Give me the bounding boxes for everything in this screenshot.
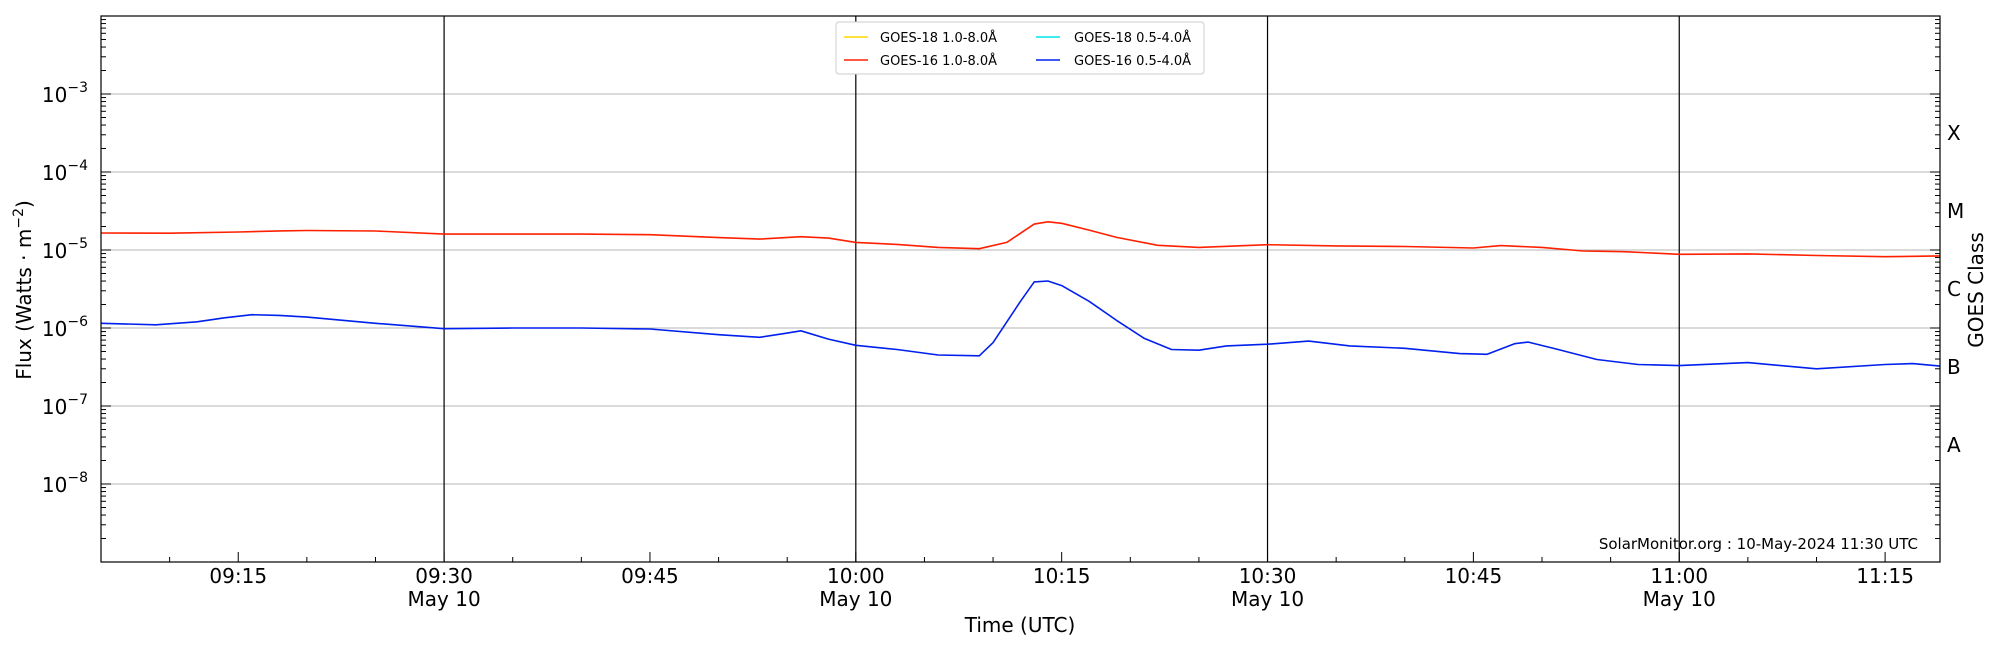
x-tick-date-label: May 10 bbox=[1231, 587, 1304, 611]
goes-class-label: A bbox=[1947, 433, 1961, 457]
series-line bbox=[100, 280, 1941, 370]
legend-label-goes16-short: GOES-16 0.5-4.0Å bbox=[1074, 53, 1191, 69]
y-axis-title-exponent: −2 bbox=[11, 208, 27, 229]
legend-frame bbox=[835, 21, 1205, 75]
y-tick-label-base: 10 bbox=[42, 473, 67, 497]
y-tick-label-exponent: −6 bbox=[67, 314, 88, 330]
right-axis-title: GOES Class bbox=[1964, 232, 1988, 348]
plot-frame bbox=[100, 15, 1941, 563]
goes-class-label: X bbox=[1947, 121, 1961, 145]
goes-class-label: B bbox=[1947, 355, 1961, 379]
goes-class-label: M bbox=[1947, 199, 1964, 223]
legend-label-goes18-short: GOES-18 0.5-4.0Å bbox=[1074, 30, 1191, 46]
x-tick-label: 10:30 bbox=[1239, 564, 1297, 588]
y-tick-label: 10−7 bbox=[42, 392, 88, 419]
x-tick-date-label: May 10 bbox=[408, 587, 481, 611]
x-axis-title: Time (UTC) bbox=[964, 613, 1076, 637]
x-tick-label: 10:45 bbox=[1445, 564, 1503, 588]
y-tick-label-exponent: −4 bbox=[67, 158, 88, 174]
y-tick-label: 10−8 bbox=[42, 470, 88, 497]
x-tick-label: 11:15 bbox=[1856, 564, 1914, 588]
x-tick-date-label: May 10 bbox=[1643, 587, 1716, 611]
y-tick-label-exponent: −3 bbox=[67, 80, 88, 96]
x-tick-label: 11:00 bbox=[1650, 564, 1708, 588]
y-tick-label-base: 10 bbox=[42, 161, 67, 185]
x-tick-label: 09:45 bbox=[621, 564, 679, 588]
y-tick-label: 10−3 bbox=[42, 80, 88, 107]
legend-label-goes18-long: GOES-18 1.0-8.0Å bbox=[880, 30, 997, 46]
y-axis-title-close: ) bbox=[12, 200, 36, 208]
x-tick-label: 09:15 bbox=[209, 564, 267, 588]
y-tick-label-base: 10 bbox=[42, 395, 67, 419]
y-tick-label-exponent: −8 bbox=[67, 470, 88, 486]
x-tick-label: 10:00 bbox=[827, 564, 885, 588]
legend: GOES-18 1.0-8.0Å GOES-18 0.5-4.0Å GOES-1… bbox=[835, 21, 1205, 75]
legend-label-goes16-long: GOES-16 1.0-8.0Å bbox=[880, 53, 997, 69]
credit-text: SolarMonitor.org : 10-May-2024 11:30 UTC bbox=[1599, 535, 1918, 553]
y-tick-label-exponent: −7 bbox=[67, 392, 88, 408]
y-tick-label: 10−5 bbox=[42, 236, 88, 263]
y-tick-label-base: 10 bbox=[42, 317, 67, 341]
grid-layer bbox=[101, 16, 1940, 562]
y-tick-label-base: 10 bbox=[42, 83, 67, 107]
x-tick-label: 10:15 bbox=[1033, 564, 1091, 588]
y-tick-label-exponent: −5 bbox=[67, 236, 88, 252]
series-line bbox=[100, 221, 1941, 258]
y-tick-label-base: 10 bbox=[42, 239, 67, 263]
y-tick-label: 10−6 bbox=[42, 314, 88, 341]
y-axis-title-main: Flux (Watts · m bbox=[12, 229, 36, 380]
axes-layer bbox=[100, 15, 1941, 563]
y-axis-title: Flux (Watts · m−2) bbox=[11, 200, 36, 380]
x-tick-label: 09:30 bbox=[415, 564, 473, 588]
x-tick-date-label: May 10 bbox=[819, 587, 892, 611]
goes-class-label: C bbox=[1947, 277, 1961, 301]
y-tick-label: 10−4 bbox=[42, 158, 88, 185]
series-layer bbox=[100, 221, 1941, 370]
